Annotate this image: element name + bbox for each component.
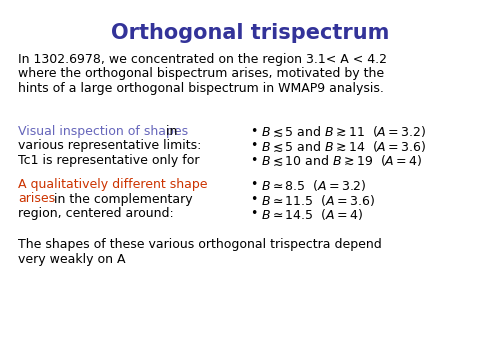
Text: •: • — [250, 154, 258, 167]
Text: •: • — [250, 207, 258, 220]
Text: in: in — [162, 125, 178, 138]
Text: A qualitatively different shape: A qualitatively different shape — [18, 178, 208, 191]
Text: •: • — [250, 178, 258, 191]
Text: •: • — [250, 139, 258, 152]
Text: In 1302.6978, we concentrated on the region 3.1< A < 4.2: In 1302.6978, we concentrated on the reg… — [18, 53, 387, 66]
Text: very weakly on A: very weakly on A — [18, 252, 126, 265]
Text: arises: arises — [18, 192, 55, 205]
Text: The shapes of these various orthogonal trispectra depend: The shapes of these various orthogonal t… — [18, 238, 382, 251]
Text: •: • — [250, 192, 258, 205]
Text: hints of a large orthogonal bispectrum in WMAP9 analysis.: hints of a large orthogonal bispectrum i… — [18, 82, 384, 95]
Text: region, centered around:: region, centered around: — [18, 207, 174, 220]
Text: $B \simeq 11.5$  $(A = 3.6)$: $B \simeq 11.5$ $(A = 3.6)$ — [261, 192, 375, 208]
Text: $B \lesssim 5$ and $B \gtrsim 11$  $(A = 3.2)$: $B \lesssim 5$ and $B \gtrsim 11$ $(A = … — [261, 125, 426, 139]
Text: in the complementary: in the complementary — [50, 192, 193, 205]
Text: where the orthogonal bispectrum arises, motivated by the: where the orthogonal bispectrum arises, … — [18, 67, 384, 80]
Text: $B \lesssim 5$ and $B \gtrsim 14$  $(A = 3.6)$: $B \lesssim 5$ and $B \gtrsim 14$ $(A = … — [261, 139, 426, 154]
Text: $B \simeq 8.5$  $(A = 3.2)$: $B \simeq 8.5$ $(A = 3.2)$ — [261, 178, 366, 193]
Text: Orthogonal trispectrum: Orthogonal trispectrum — [111, 23, 389, 43]
Text: •: • — [250, 125, 258, 138]
Text: various representative limits:: various representative limits: — [18, 139, 202, 152]
Text: $B \lesssim 10$ and $B \gtrsim 19$  $(A = 4)$: $B \lesssim 10$ and $B \gtrsim 19$ $(A =… — [261, 154, 422, 168]
Text: $B \simeq 14.5$  $(A = 4)$: $B \simeq 14.5$ $(A = 4)$ — [261, 207, 363, 222]
Text: Tc1 is representative only for: Tc1 is representative only for — [18, 154, 200, 167]
Text: Visual inspection of shapes: Visual inspection of shapes — [18, 125, 188, 138]
